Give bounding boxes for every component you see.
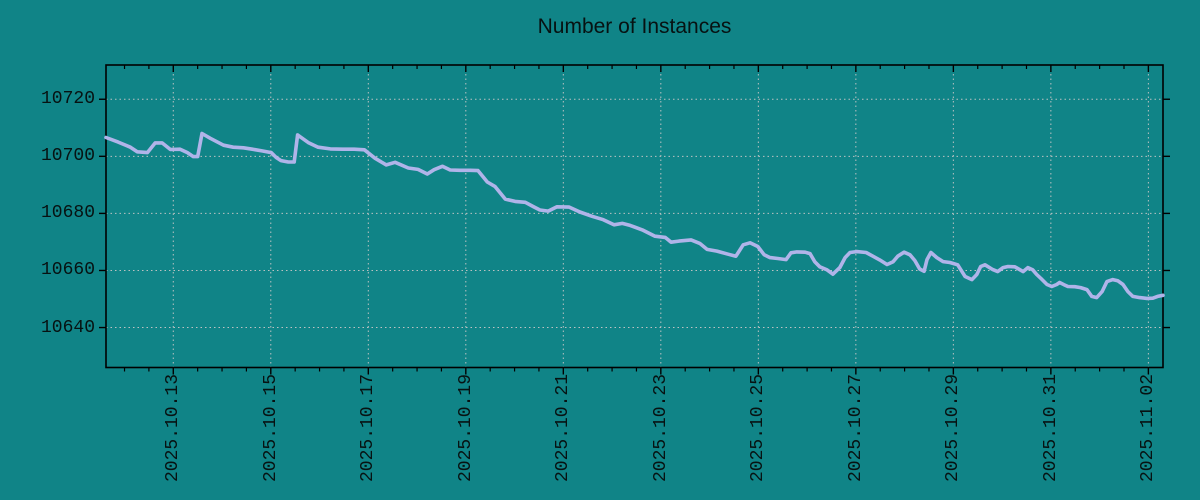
plot-border: [105, 64, 1164, 369]
x-tick-label: 2025.10.21: [553, 373, 574, 482]
x-tick-label: 2025.10.15: [260, 373, 281, 482]
x-tick-label: 2025.10.25: [748, 373, 769, 482]
x-tick-label: 2025.10.17: [358, 373, 379, 482]
x-tick-label: 2025.10.23: [650, 373, 671, 482]
chart-title: Number of Instances: [537, 15, 732, 38]
x-tick-label: 2025.10.27: [845, 373, 866, 482]
x-tick-label: 2025.10.29: [943, 373, 964, 482]
y-tick-label: 10660: [40, 260, 95, 281]
y-tick-label: 10680: [40, 203, 95, 224]
x-tick-label: 2025.10.13: [163, 373, 184, 482]
y-tick-label: 10700: [40, 146, 95, 167]
x-tick-label: 2025.10.19: [455, 373, 476, 482]
x-tick-label: 2025.10.31: [1040, 373, 1061, 482]
y-tick-label: 10720: [40, 89, 95, 110]
x-tick-label: 2025.11.02: [1138, 373, 1159, 482]
series-line: [104, 131, 1165, 301]
y-tick-label: 10640: [40, 317, 95, 338]
